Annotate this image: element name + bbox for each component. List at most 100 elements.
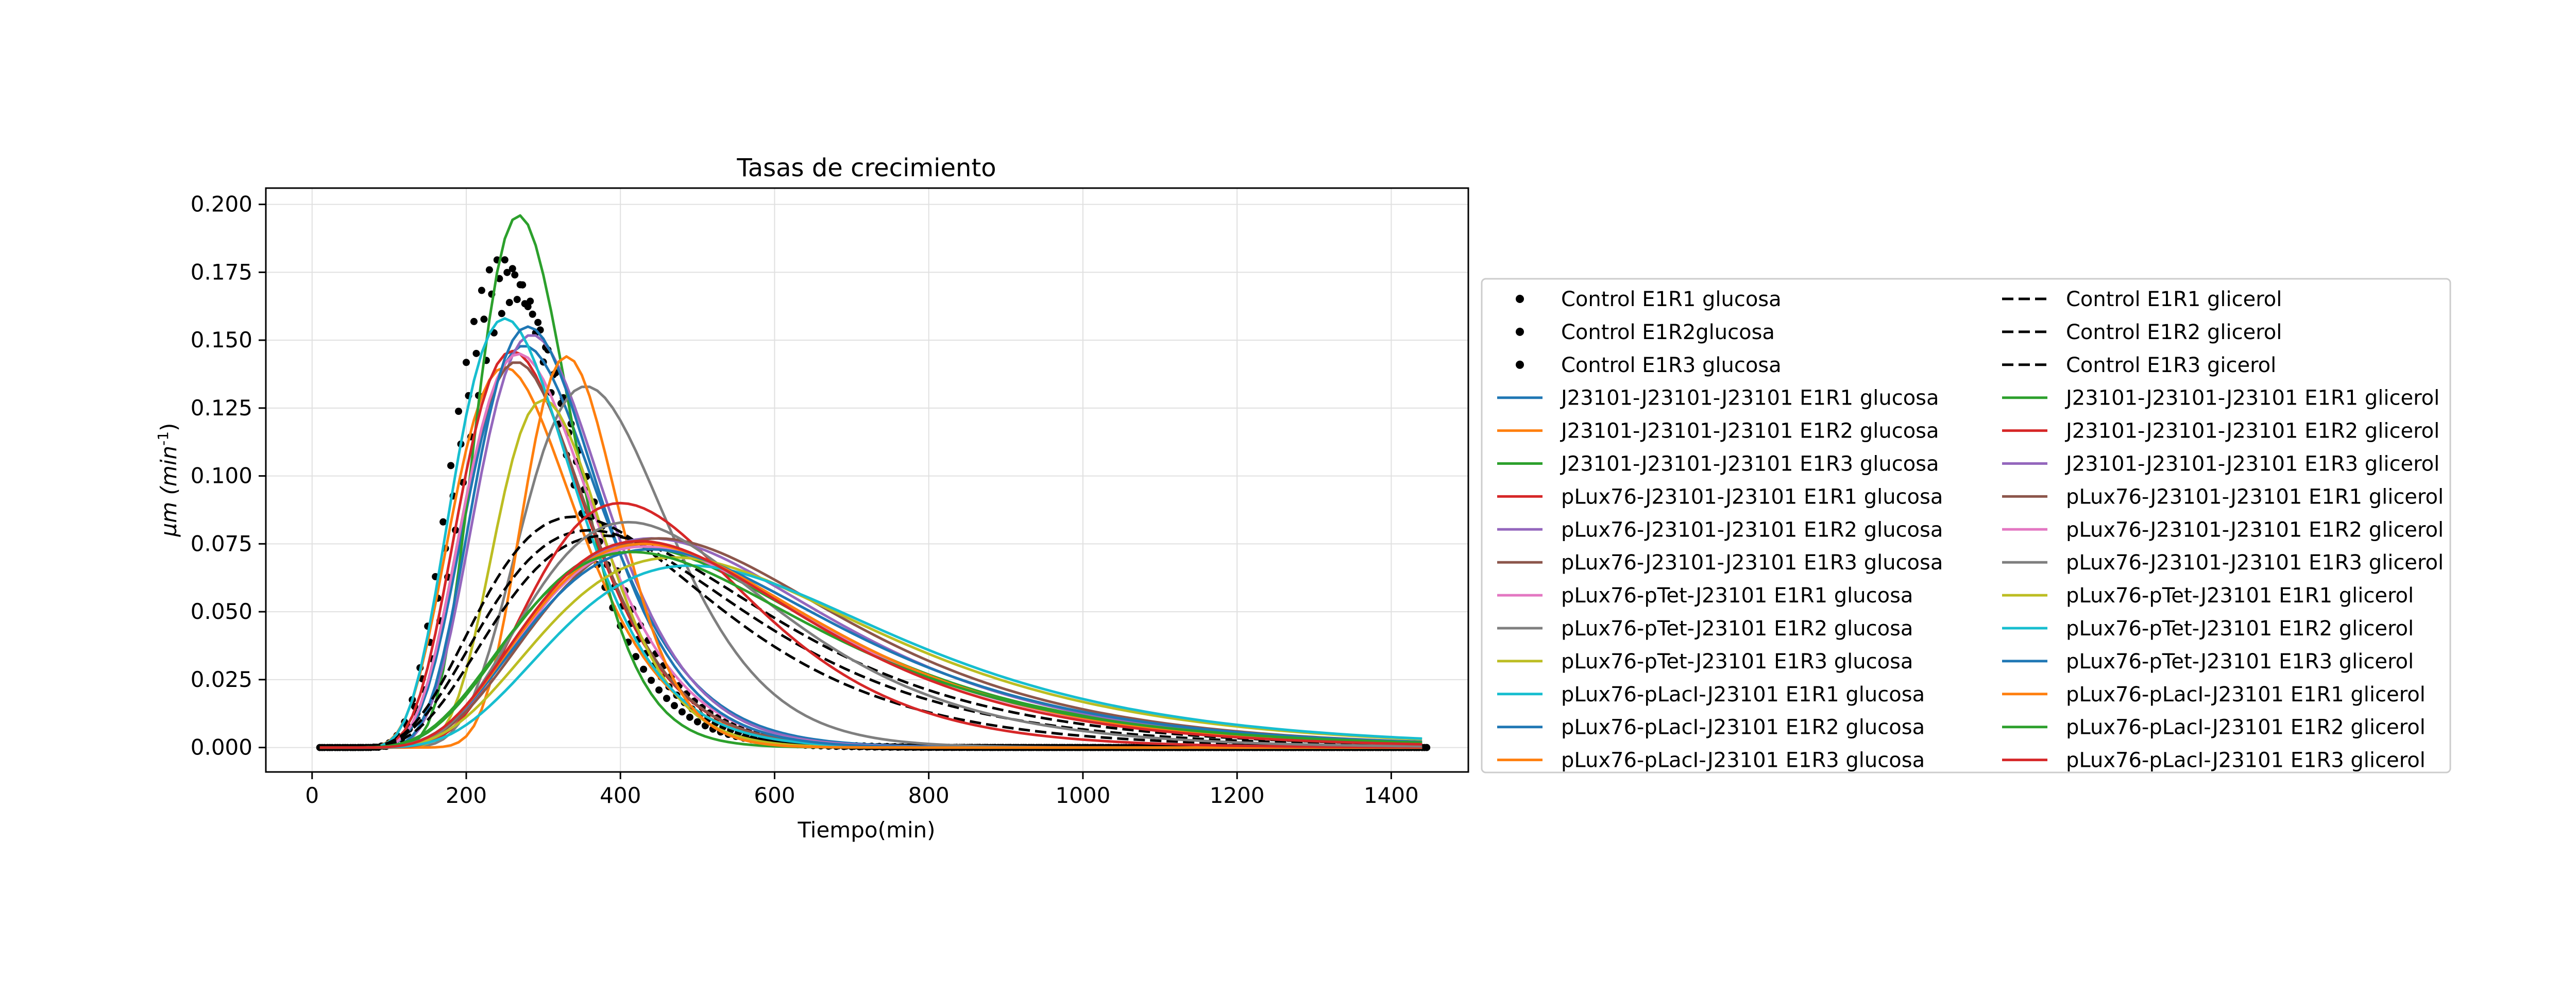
data-point: [521, 300, 529, 308]
data-point: [498, 310, 505, 317]
data-point: [663, 695, 670, 702]
x-tick-label: 600: [754, 783, 795, 808]
plot-frame: [265, 187, 1469, 773]
legend-label: pLux76-pTet-J23101 E1R1 glucosa: [1561, 584, 1913, 608]
legend-item: pLux76-pTet-J23101 E1R3 glicerol: [2002, 650, 2414, 674]
series-layer: [316, 214, 1431, 751]
data-point: [686, 713, 693, 721]
data-point: [485, 266, 493, 274]
data-point: [470, 317, 478, 325]
data-point: [478, 287, 485, 294]
y-tick-label: 0.075: [191, 531, 252, 556]
legend-label: pLux76-J23101-J23101 E1R1 glicerol: [2066, 485, 2444, 509]
x-tick-label: 1200: [1210, 783, 1265, 808]
legend-label: Control E1R1 glicerol: [2066, 288, 2282, 311]
legend-label: pLux76-pTet-J23101 E1R1 glicerol: [2066, 584, 2414, 608]
series-24: [319, 520, 1422, 749]
legend-label: Control E1R3 gicerol: [2066, 354, 2276, 377]
legend-marker: [1516, 327, 1524, 336]
legend-item: Control E1R2glucosa: [1516, 321, 1775, 344]
x-tick-label: 0: [305, 783, 319, 808]
series-line: [319, 520, 1422, 749]
legend-label: pLux76-J23101-J23101 E1R1 glucosa: [1561, 485, 1943, 509]
legend-label: pLux76-J23101-J23101 E1R3 glucosa: [1561, 551, 1943, 575]
legend-item: J23101-J23101-J23101 E1R2 glicerol: [2002, 419, 2439, 443]
data-point: [632, 653, 640, 661]
legend-item: pLux76-pLacI-J23101 E1R3 glicerol: [2002, 749, 2426, 772]
y-tick-label: 0.150: [191, 327, 252, 352]
legend-frame: [1481, 278, 2451, 774]
y-tick-label: 0.100: [191, 463, 252, 489]
series-line: [319, 529, 1422, 749]
legend-label: pLux76-pTet-J23101 E1R3 glicerol: [2066, 650, 2414, 674]
data-point: [670, 702, 678, 710]
legend-item: Control E1R1 glicerol: [2002, 288, 2282, 311]
data-point: [505, 299, 513, 307]
data-point: [701, 722, 709, 730]
legend-item: Control E1R3 glucosa: [1516, 354, 1782, 377]
series-line: [319, 355, 1422, 749]
x-axis-label: Tiempo(min): [797, 817, 935, 843]
series-26: [319, 564, 1422, 749]
legend-item: pLux76-J23101-J23101 E1R3 glicerol: [2002, 551, 2444, 575]
legend-item: pLux76-pTet-J23101 E1R1 glucosa: [1497, 584, 1913, 608]
series-17: [319, 529, 1422, 749]
series-30: [319, 540, 1422, 749]
legend-label: pLux76-pLacI-J23101 E1R2 glucosa: [1561, 716, 1925, 739]
legend-label: Control E1R2 glicerol: [2066, 321, 2282, 344]
legend-marker: [1516, 360, 1524, 369]
legend-item: J23101-J23101-J23101 E1R3 glicerol: [2002, 452, 2439, 476]
y-axis-label-sup: -1: [155, 431, 172, 446]
legend-item: Control E1R1 glucosa: [1516, 288, 1782, 311]
data-point: [534, 318, 542, 326]
legend-label: J23101-J23101-J23101 E1R2 glucosa: [1560, 419, 1939, 443]
legend-label: pLux76-pLacI-J23101 E1R2 glicerol: [2066, 716, 2426, 739]
legend-item: pLux76-pLacI-J23101 E1R2 glucosa: [1497, 716, 1925, 739]
data-point: [455, 408, 463, 415]
data-point: [472, 349, 480, 357]
legend-label: pLux76-pTet-J23101 E1R2 glicerol: [2066, 617, 2414, 641]
x-axis: 0 200 400 600 800 1000 1200 1400: [305, 772, 1419, 808]
data-point: [529, 310, 536, 318]
y-axis-label-end: ): [156, 423, 181, 431]
y-tick-label: 0.175: [191, 259, 252, 284]
data-point: [447, 462, 455, 469]
legend-marker: [1516, 295, 1524, 303]
legend-item: pLux76-J23101-J23101 E1R1 glucosa: [1497, 485, 1943, 509]
legend-item: pLux76-pLacI-J23101 E1R1 glucosa: [1497, 683, 1925, 707]
legend-item: pLux76-pLacI-J23101 E1R3 glucosa: [1497, 749, 1925, 772]
data-point: [693, 718, 701, 726]
legend-label: J23101-J23101-J23101 E1R1 glicerol: [2064, 386, 2439, 410]
legend-item: Control E1R2 glicerol: [2002, 321, 2282, 344]
legend-item: pLux76-J23101-J23101 E1R3 glucosa: [1497, 551, 1943, 575]
legend-label: Control E1R2glucosa: [1561, 321, 1775, 344]
data-point: [519, 281, 527, 289]
data-point: [501, 256, 509, 264]
legend-label: pLux76-pTet-J23101 E1R3 glucosa: [1561, 650, 1913, 674]
series-27: [319, 548, 1422, 749]
legend-item: pLux76-pTet-J23101 E1R2 glicerol: [2002, 617, 2414, 641]
x-tick-label: 400: [600, 783, 641, 808]
legend-item: pLux76-J23101-J23101 E1R1 glicerol: [2002, 485, 2444, 509]
y-tick-label: 0.050: [191, 599, 252, 624]
legend-items: Control E1R1 glucosa Control E1R2glucosa C…: [1497, 288, 2444, 772]
legend-item: pLux76-pTet-J23101 E1R3 glucosa: [1497, 650, 1913, 674]
legend-label: J23101-J23101-J23101 E1R3 glucosa: [1560, 452, 1939, 476]
data-point: [640, 665, 648, 673]
x-tick-label: 1000: [1055, 783, 1110, 808]
data-point: [463, 359, 470, 366]
grid-lines: [266, 188, 1468, 772]
y-axis-label-main: μm (min: [156, 446, 181, 537]
legend-label: J23101-J23101-J23101 E1R2 glicerol: [2064, 419, 2439, 443]
legend-label: J23101-J23101-J23101 E1R1 glucosa: [1560, 386, 1939, 410]
data-point: [480, 315, 488, 323]
series-line: [319, 548, 1422, 749]
x-tick-label: 800: [908, 783, 950, 808]
data-point: [648, 677, 655, 684]
legend-item: pLux76-pLacI-J23101 E1R2 glicerol: [2002, 716, 2426, 739]
y-axis: 0.000 0.025 0.050 0.075 0.100 0.125 0.150 0.175…: [191, 192, 266, 760]
legend-item: J23101-J23101-J23101 E1R3 glucosa: [1497, 452, 1939, 476]
data-point: [513, 296, 521, 304]
legend-item: pLux76-J23101-J23101 E1R2 glucosa: [1497, 518, 1943, 542]
x-tick-label: 200: [446, 783, 487, 808]
